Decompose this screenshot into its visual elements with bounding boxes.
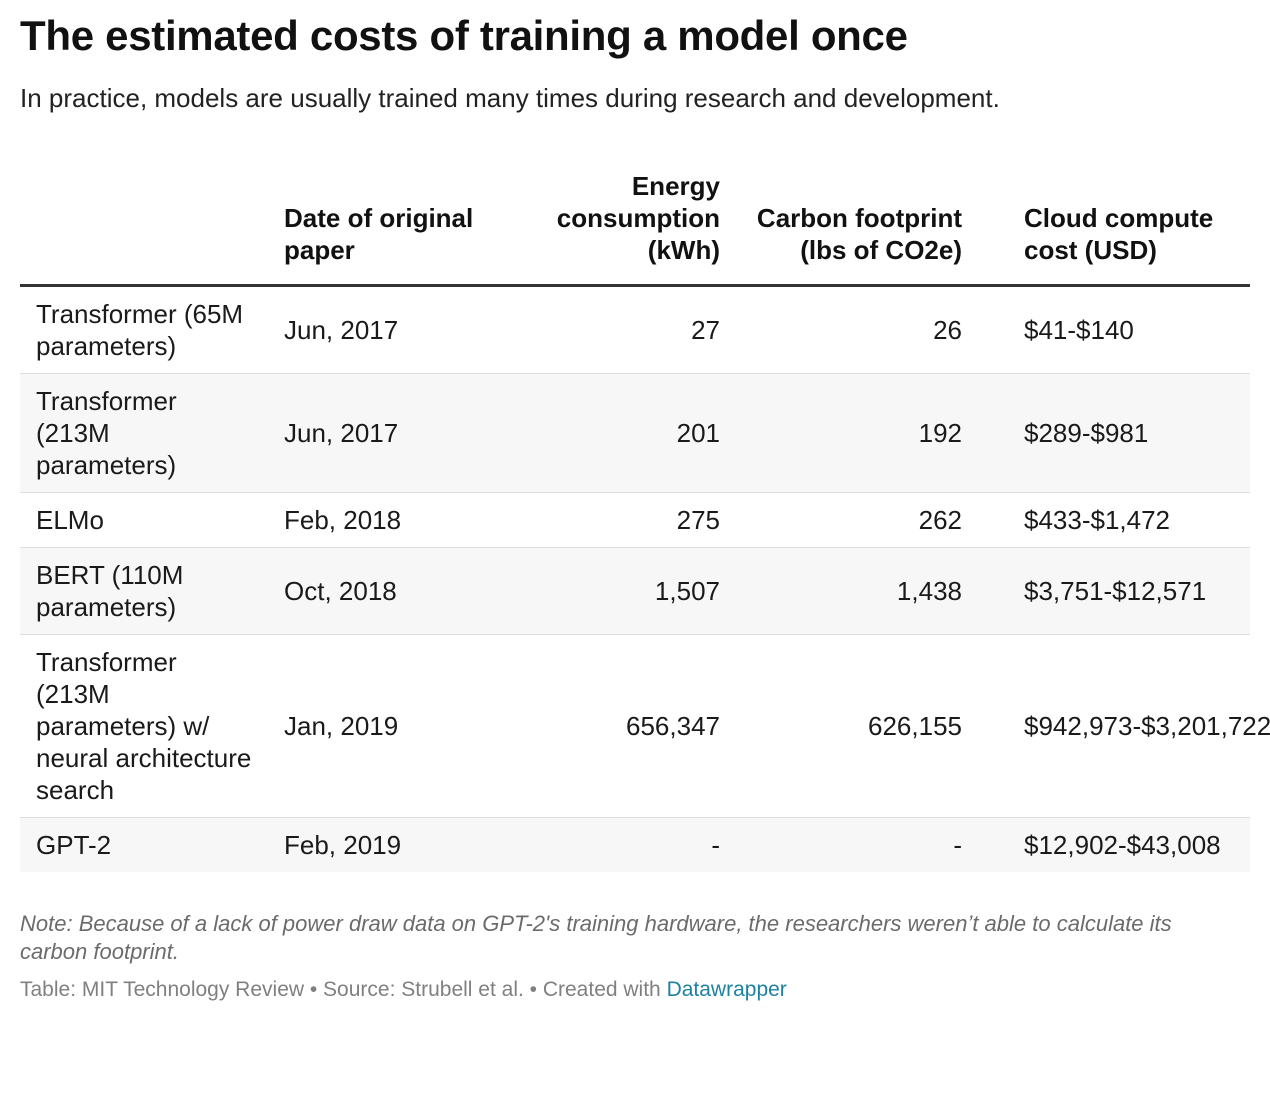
- cell-energy: -: [508, 817, 736, 872]
- header-cost: Cloud compute cost (USD): [978, 170, 1250, 287]
- cell-date: Feb, 2019: [268, 817, 508, 872]
- cell-cost: $433-$1,472: [978, 492, 1250, 548]
- datawrapper-link[interactable]: Datawrapper: [666, 978, 787, 1001]
- header-row: Date of original paper Energy consumptio…: [20, 170, 1250, 287]
- chart-title: The estimated costs of training a model …: [20, 12, 908, 59]
- cell-carbon: 1,438: [736, 547, 978, 635]
- cell-energy: 275: [508, 492, 736, 548]
- cell-date: Jan, 2019: [268, 634, 508, 818]
- cell-energy: 656,347: [508, 634, 736, 818]
- header-energy: Energy consumption (kWh): [508, 170, 736, 287]
- cell-carbon: 192: [736, 373, 978, 493]
- cell-date: Oct, 2018: [268, 547, 508, 635]
- cell-cost: $41-$140: [978, 285, 1250, 374]
- table-row: ELMo Feb, 2018 275 262 $433-$1,472: [20, 492, 1250, 548]
- source-credit: Table: MIT Technology Review • Source: S…: [20, 976, 1250, 1004]
- table-header: Date of original paper Energy consumptio…: [20, 170, 1250, 287]
- chart-subtitle: In practice, models are usually trained …: [20, 83, 1000, 113]
- cell-cost: $12,902-$43,008: [978, 817, 1250, 872]
- cell-date: Jun, 2017: [268, 373, 508, 493]
- table-row: GPT-2 Feb, 2019 - - $12,902-$43,008: [20, 817, 1250, 872]
- header-date: Date of original paper: [268, 170, 508, 287]
- table-row: BERT (110M parameters) Oct, 2018 1,507 1…: [20, 547, 1250, 635]
- footnote: Note: Because of a lack of power draw da…: [20, 911, 1172, 964]
- table-row: Transformer (65M parameters) Jun, 2017 2…: [20, 285, 1250, 374]
- cell-energy: 27: [508, 285, 736, 374]
- cell-model: GPT-2: [20, 817, 268, 872]
- table-row: Transformer (213M parameters) Jun, 2017 …: [20, 373, 1250, 493]
- cell-date: Jun, 2017: [268, 285, 508, 374]
- table-row: Transformer (213M parameters) w/ neural …: [20, 634, 1270, 818]
- cell-cost: $3,751-$12,571: [978, 547, 1250, 635]
- cell-model: Transformer (213M parameters): [20, 373, 268, 493]
- cell-date: Feb, 2018: [268, 492, 508, 548]
- cell-model: BERT (110M parameters): [20, 547, 268, 635]
- cell-carbon: 262: [736, 492, 978, 548]
- cell-cost: $289-$981: [978, 373, 1250, 493]
- cell-model: Transformer (65M parameters): [20, 285, 268, 374]
- cell-cost: $942,973-$3,201,722: [978, 634, 1270, 818]
- credit-text: Table: MIT Technology Review • Source: S…: [20, 978, 667, 1001]
- data-table: Date of original paper Energy consumptio…: [20, 170, 1270, 872]
- cell-energy: 1,507: [508, 547, 736, 635]
- chart-container: The estimated costs of training a model …: [20, 0, 1270, 1004]
- cell-carbon: -: [736, 817, 978, 872]
- cell-energy: 201: [508, 373, 736, 493]
- table-body: Transformer (65M parameters) Jun, 2017 2…: [20, 285, 1270, 872]
- cell-model: ELMo: [20, 492, 268, 548]
- cell-carbon: 26: [736, 285, 978, 374]
- header-model: [20, 170, 268, 287]
- header-carbon: Carbon footprint (lbs of CO2e): [736, 170, 978, 287]
- cell-model: Transformer (213M parameters) w/ neural …: [20, 634, 268, 818]
- cell-carbon: 626,155: [736, 634, 978, 818]
